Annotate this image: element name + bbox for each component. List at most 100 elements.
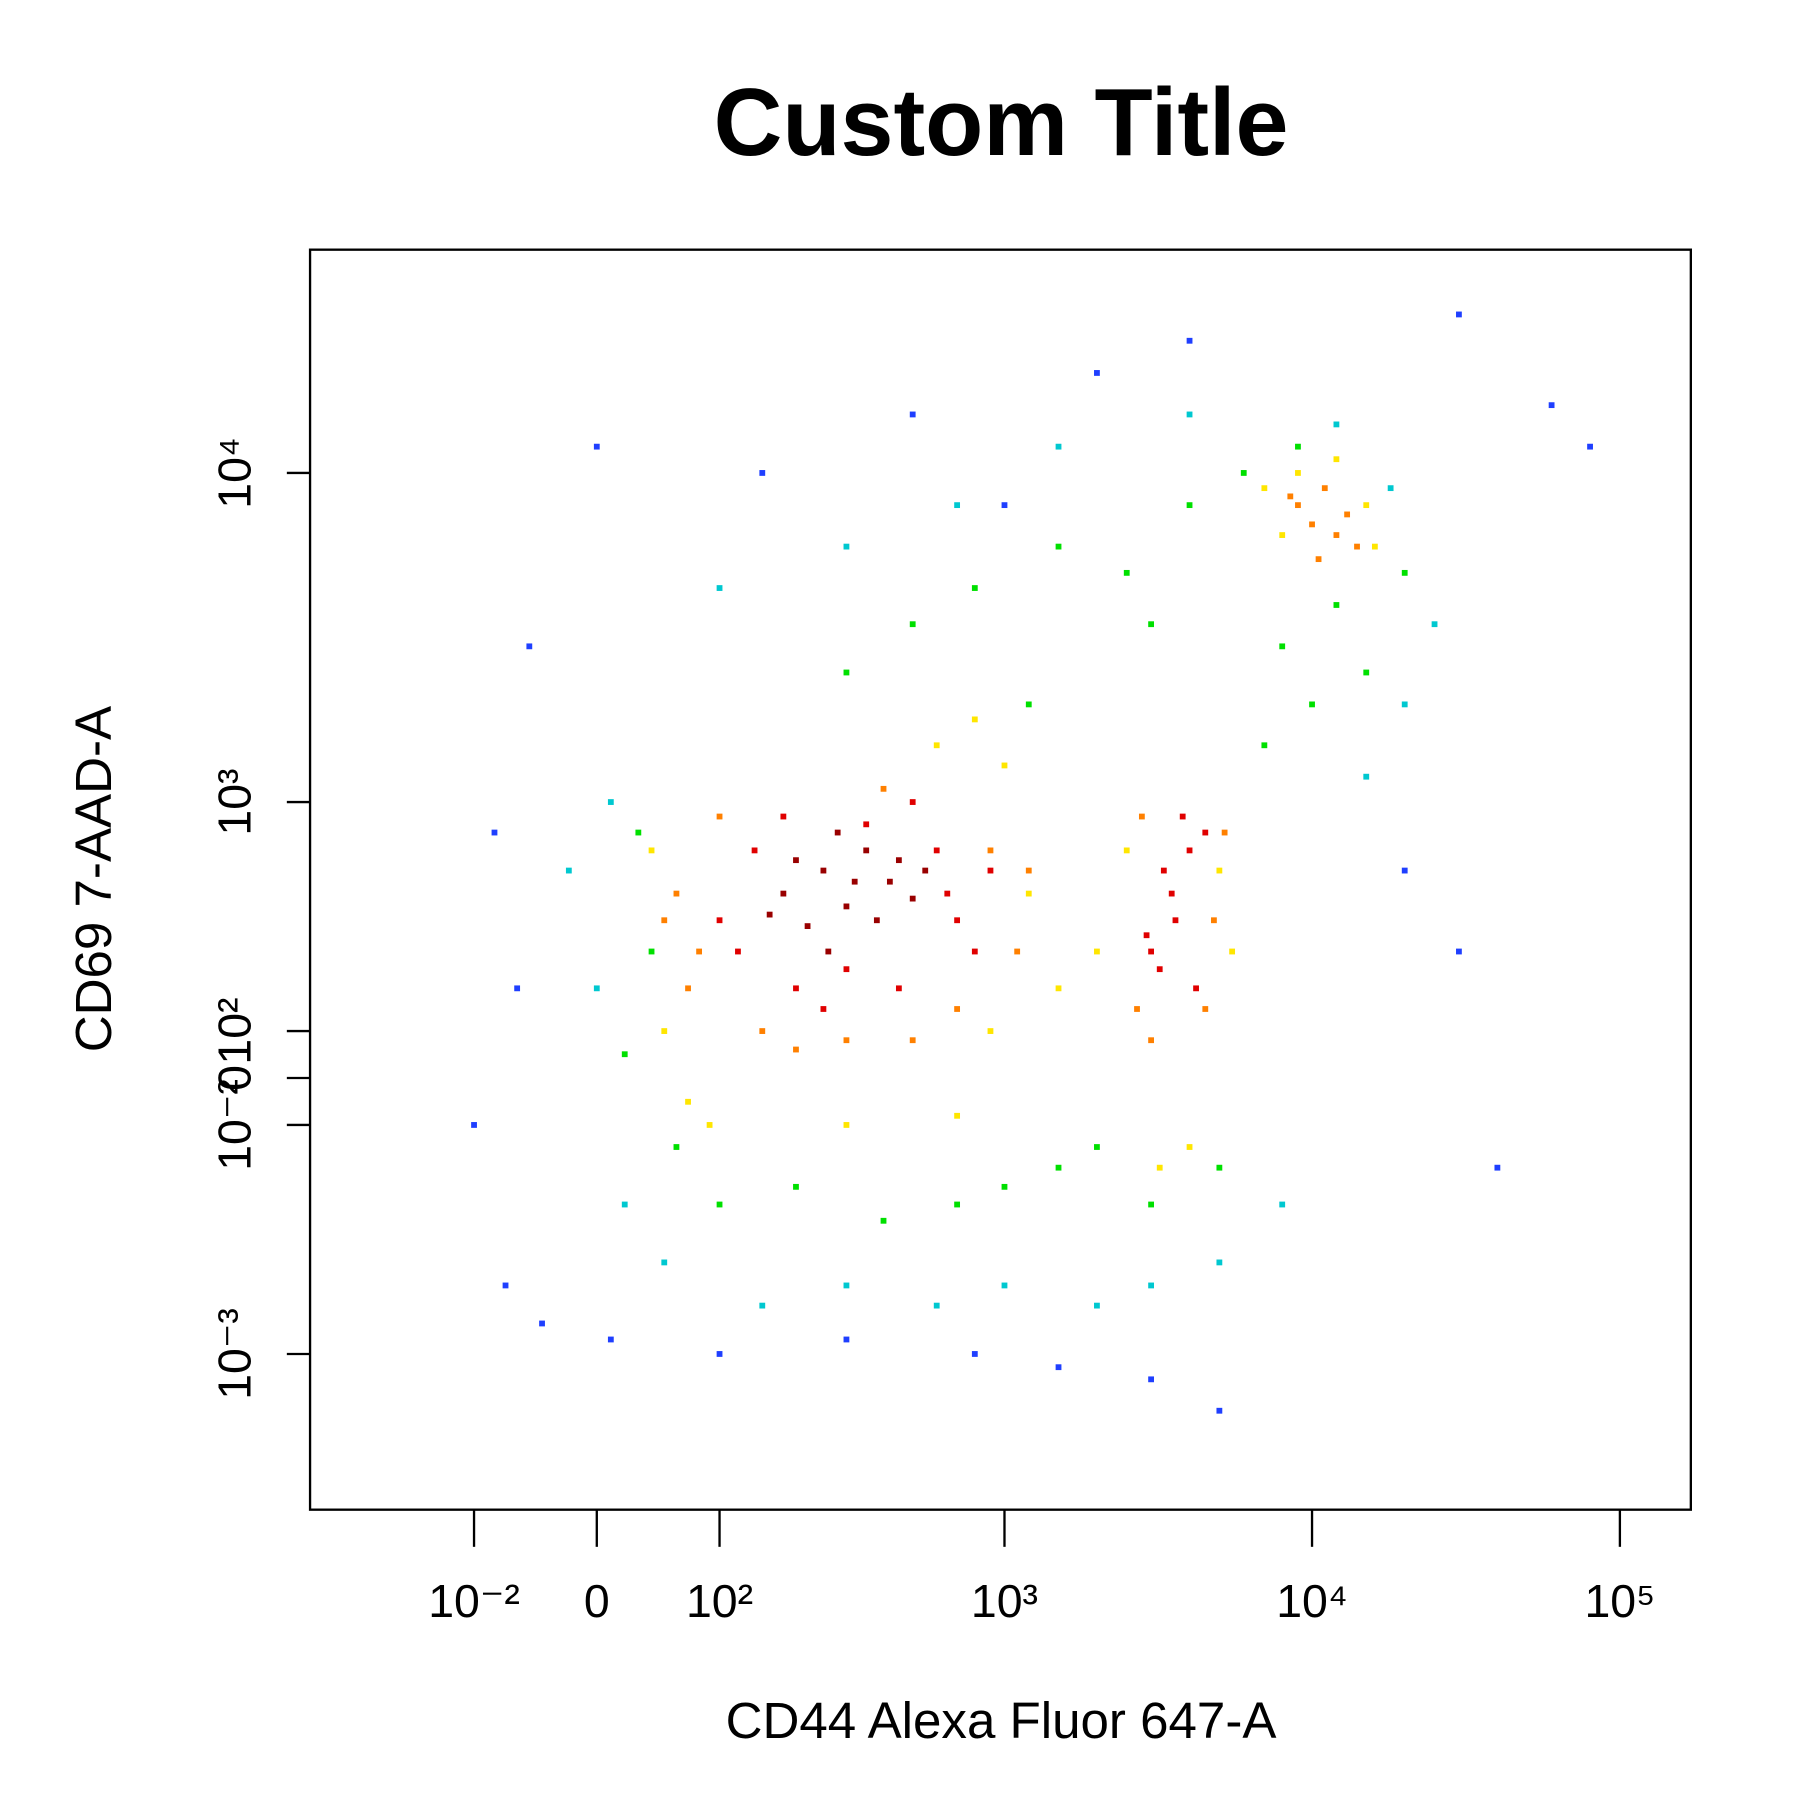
point	[1134, 1006, 1140, 1012]
y-axis-title: CD69 7-AAD-A	[65, 706, 122, 1052]
point	[1001, 502, 1008, 509]
point	[514, 985, 521, 992]
point	[863, 821, 870, 828]
point	[661, 1259, 668, 1266]
point	[1295, 443, 1301, 450]
point	[1186, 1144, 1193, 1150]
point	[1371, 543, 1378, 550]
point	[471, 1122, 477, 1128]
point	[648, 847, 655, 854]
point	[1138, 813, 1145, 820]
point	[716, 585, 723, 591]
point	[895, 985, 902, 992]
point	[502, 1282, 509, 1289]
point	[1216, 1164, 1223, 1171]
point	[1456, 948, 1462, 955]
point	[1193, 985, 1199, 992]
point	[1321, 485, 1328, 492]
point	[1261, 485, 1268, 492]
point	[804, 923, 811, 930]
point	[1401, 569, 1408, 576]
point	[971, 585, 978, 591]
point	[1315, 556, 1322, 563]
y-tick-label: 10³	[208, 768, 260, 835]
point	[1309, 521, 1315, 528]
x-tick-label: 10³	[971, 1575, 1038, 1627]
point	[863, 847, 870, 854]
point	[648, 948, 655, 955]
point	[1148, 1282, 1155, 1289]
y-tick-label: 10⁻²	[208, 1079, 260, 1171]
point	[1186, 411, 1193, 418]
point	[843, 903, 850, 910]
point	[1094, 948, 1100, 955]
point	[820, 1006, 827, 1012]
point	[1401, 867, 1408, 874]
point	[1211, 917, 1217, 924]
point	[886, 878, 893, 885]
point	[1172, 917, 1179, 924]
point	[1025, 701, 1032, 708]
point	[1001, 1282, 1008, 1289]
point	[793, 985, 799, 992]
plot-frame	[308, 248, 1692, 1511]
point	[944, 890, 951, 897]
point	[909, 411, 916, 418]
point	[1387, 485, 1394, 492]
point	[1160, 867, 1167, 874]
point	[1202, 1006, 1209, 1012]
point	[1295, 502, 1301, 509]
point	[843, 966, 850, 973]
point	[987, 847, 994, 854]
point	[685, 1098, 691, 1105]
point	[716, 1201, 723, 1208]
point	[793, 1183, 799, 1190]
point	[1221, 829, 1228, 836]
point	[780, 890, 787, 897]
point	[1186, 502, 1193, 509]
point	[1094, 1144, 1100, 1150]
point	[954, 1006, 961, 1012]
point	[685, 985, 691, 992]
point	[593, 443, 600, 450]
point	[1148, 1201, 1155, 1208]
point	[621, 1201, 628, 1208]
point	[933, 847, 940, 854]
point	[706, 1122, 713, 1128]
point	[971, 1351, 978, 1357]
y-tick-label: 0	[208, 1065, 260, 1091]
point	[954, 1201, 961, 1208]
point	[759, 1302, 766, 1309]
x-tick-label: 0	[584, 1575, 610, 1627]
point	[1143, 932, 1150, 939]
point	[1295, 470, 1301, 476]
point	[971, 716, 978, 723]
point	[661, 1028, 668, 1034]
point	[1363, 773, 1370, 780]
point	[1287, 493, 1294, 500]
point	[593, 985, 600, 992]
x-tick-label: 10²	[686, 1575, 753, 1627]
point	[1279, 1201, 1286, 1208]
y-tick-label: 10²	[208, 998, 260, 1065]
point	[1333, 456, 1340, 463]
point	[954, 502, 961, 509]
point	[1123, 569, 1130, 576]
point	[1148, 948, 1155, 955]
point	[880, 785, 887, 792]
point	[873, 917, 880, 924]
point	[1001, 1183, 1008, 1190]
point	[1156, 966, 1163, 973]
point	[1055, 985, 1062, 992]
point	[1333, 602, 1340, 608]
x-tick-label: 10⁴	[1276, 1575, 1348, 1627]
point	[751, 847, 758, 854]
point	[1168, 890, 1175, 897]
point	[954, 917, 961, 924]
point	[843, 1122, 850, 1128]
point	[1240, 470, 1247, 476]
point	[491, 829, 498, 836]
point	[971, 948, 978, 955]
point	[539, 1320, 545, 1327]
point	[1548, 402, 1555, 409]
